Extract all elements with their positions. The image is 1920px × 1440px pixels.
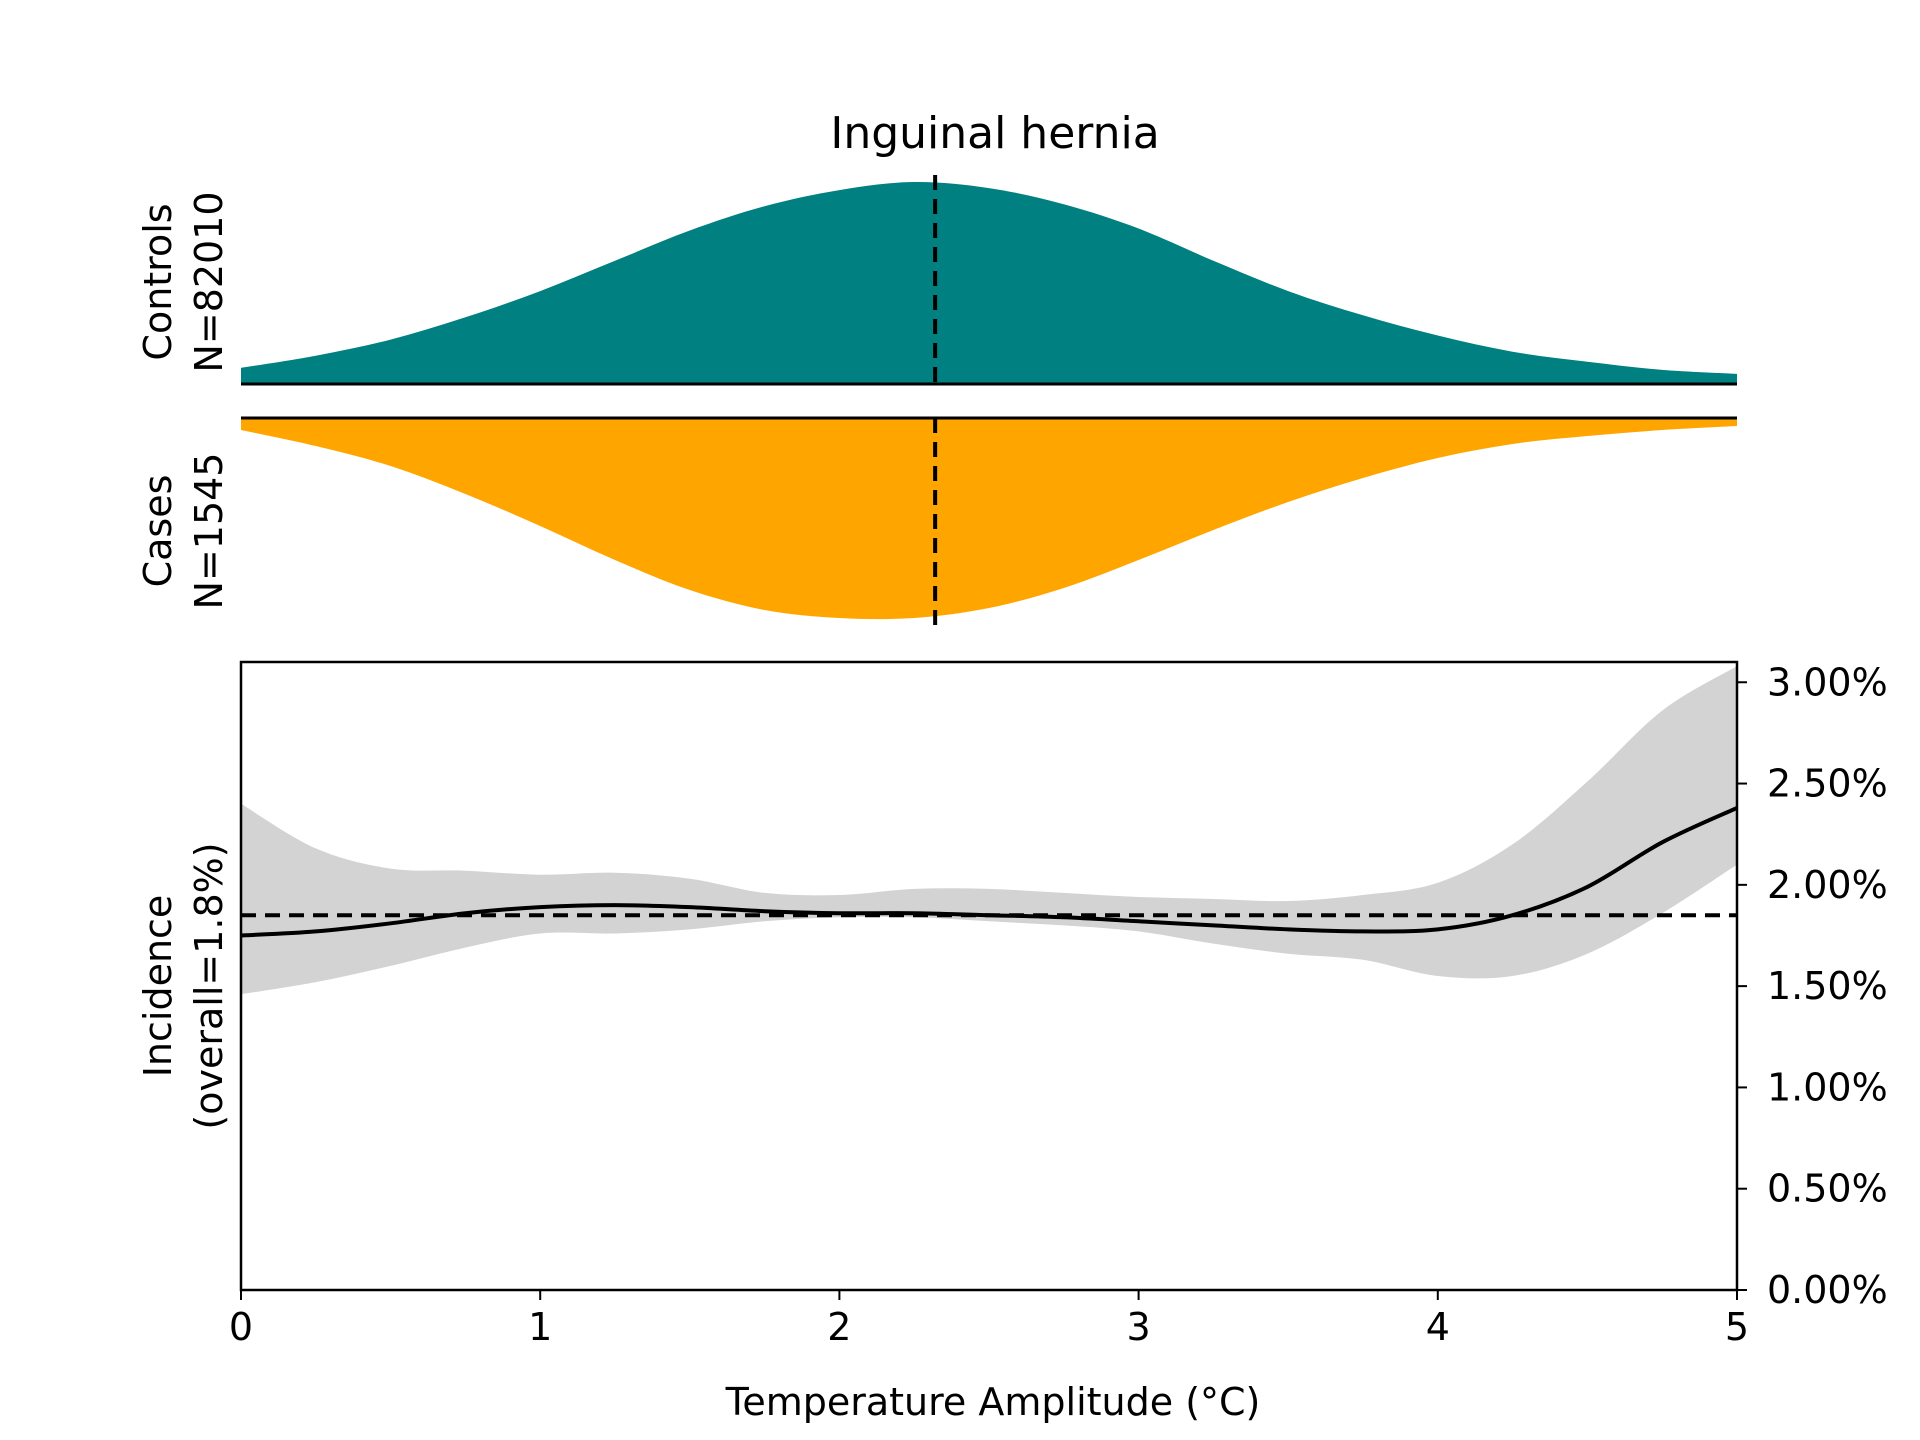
cases-n-label: N=1545 [187, 453, 231, 610]
x-axis-label: Temperature Amplitude (°C) [725, 1380, 1261, 1424]
chart-title: Inguinal hernia [830, 108, 1159, 159]
incidence-plot-frame [239, 660, 1739, 1292]
cases-label: Cases [136, 475, 180, 588]
controls-density-panel [241, 175, 1737, 386]
x-tick-label: 0 [229, 1305, 253, 1349]
controls-label: Controls [136, 203, 180, 360]
y-tick-label: 1.50% [1767, 964, 1888, 1008]
x-tick-label: 3 [1127, 1305, 1151, 1349]
x-tick-label: 4 [1426, 1305, 1450, 1349]
controls-density-area [241, 181, 1737, 384]
y-tick-label: 0.50% [1767, 1167, 1888, 1211]
controls-n-label: N=82010 [187, 191, 231, 372]
incidence-panel: 0.00% 0.50% 1.00% 1.50% 2.00% 2.50% 3.00% 0 1 2 3 4… [229, 660, 1888, 1349]
x-tick-label: 2 [827, 1305, 851, 1349]
cases-density-panel [241, 416, 1737, 627]
incidence-curve [240, 806, 1738, 938]
x-tick-label: 5 [1725, 1305, 1749, 1349]
incidence-ylabel: Incidence [136, 895, 180, 1078]
x-tick-label: 1 [528, 1305, 552, 1349]
y-tick-label: 2.00% [1767, 863, 1888, 907]
y-tick-label: 2.50% [1767, 762, 1888, 806]
incidence-ylabel-overall: (overall=1.8%) [187, 842, 231, 1129]
confidence-band [241, 666, 1737, 995]
y-tick-label: 3.00% [1767, 660, 1888, 704]
y-tick-label: 0.00% [1767, 1268, 1888, 1312]
y-tick-label: 1.00% [1767, 1065, 1888, 1109]
cases-density-area [241, 418, 1737, 620]
